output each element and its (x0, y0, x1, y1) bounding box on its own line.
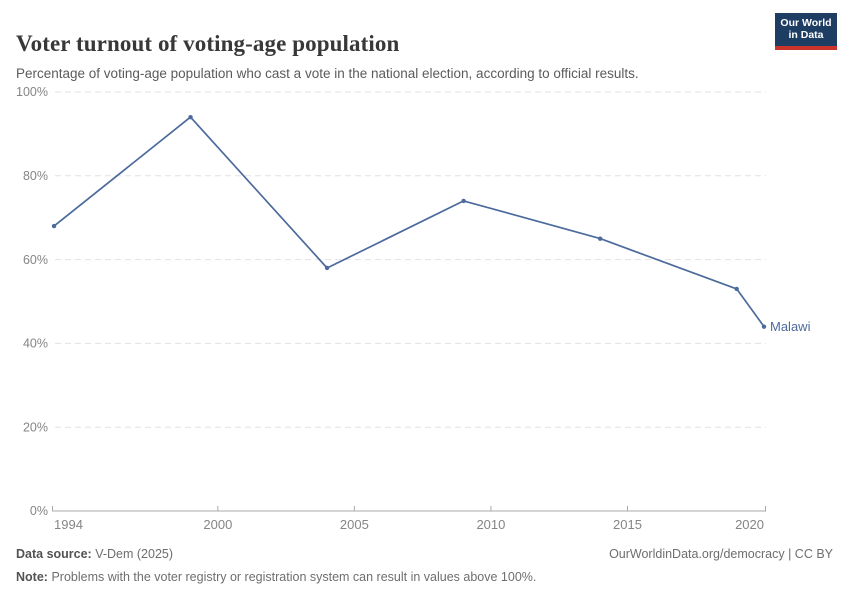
data-point[interactable] (324, 265, 330, 271)
note-label: Note: (16, 570, 48, 585)
y-tick-label: 40% (23, 337, 48, 351)
x-tick-label: 2000 (203, 517, 232, 532)
data-point[interactable] (188, 114, 193, 120)
x-tick-label: 2010 (476, 517, 505, 532)
x-tick-label: 1994 (54, 517, 83, 532)
data-point[interactable] (461, 198, 466, 204)
page-title: Voter turnout of voting-age population (16, 31, 400, 57)
series-line[interactable] (53, 116, 765, 328)
data-source: Data source: V-Dem (2025) (16, 546, 173, 562)
y-tick-label: 60% (23, 253, 48, 267)
data-point[interactable] (597, 236, 603, 241)
entity-label[interactable]: Malawi (770, 319, 811, 334)
chart-note: Note: Problems with the voter registry o… (16, 569, 833, 585)
attribution-link[interactable]: OurWorldinData.org/democracy | CC BY (609, 547, 833, 561)
chart-footer: Data source: V-Dem (2025) OurWorldinData… (16, 546, 833, 586)
data-point[interactable] (51, 223, 57, 229)
line-chart-canvas[interactable]: 0% 20% 40% 60% 80% 100% 1994 2000 2005 2010 2015 20… (0, 0, 850, 540)
x-tick-label: 2005 (340, 517, 369, 532)
y-tick-label: 100% (16, 85, 48, 99)
x-tick-label: 2015 (613, 517, 642, 532)
y-tick-label: 20% (23, 420, 48, 434)
chart-subtitle: Percentage of voting-age population who … (16, 65, 639, 81)
y-tick-label: 0% (30, 504, 48, 518)
owid-logo-line1: Our World (780, 16, 832, 29)
owid-logo[interactable]: Our World in Data (775, 13, 837, 50)
note-value: Problems with the voter registry or regi… (51, 570, 537, 585)
data-point[interactable] (761, 324, 767, 329)
data-source-label: Data source: (16, 547, 92, 561)
y-tick-label: 80% (23, 169, 48, 183)
owid-logo-line2: in Data (788, 28, 824, 41)
x-tick-label: 2020 (735, 517, 764, 532)
data-point[interactable] (734, 286, 739, 292)
data-source-value: V-Dem (2025) (95, 547, 174, 561)
